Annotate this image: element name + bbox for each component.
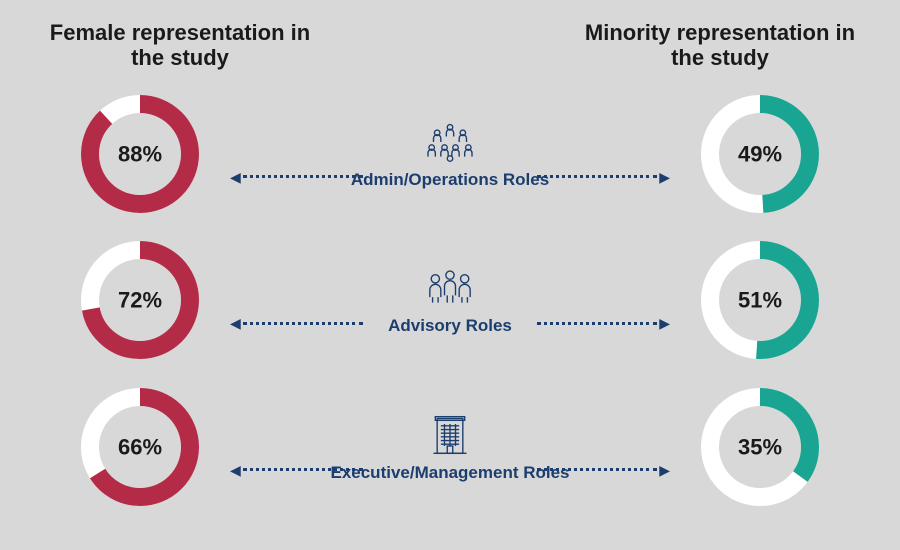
building-icon: [428, 413, 472, 457]
arrow-right-icon: ▶: [659, 170, 670, 184]
donut-value-label: 51%: [738, 288, 782, 313]
donut-value-label: 66%: [118, 434, 162, 459]
left-donut-wrap: 72%: [40, 240, 240, 360]
connector-left: ◀: [230, 463, 363, 477]
connector-right: ▶: [537, 463, 670, 477]
dotted-line: [537, 322, 657, 325]
dotted-line: [537, 175, 657, 178]
row-2: 66% ◀ Executive/Management Roles ▶: [40, 377, 860, 517]
donut-left: 72%: [80, 240, 200, 360]
role-label: Admin/Operations Roles: [351, 170, 549, 190]
arrow-left-icon: ◀: [230, 463, 241, 477]
right-donut-wrap: 51%: [660, 240, 860, 360]
connector-right: ▶: [537, 316, 670, 330]
connector-left: ◀: [230, 170, 363, 184]
infographic-container: Female representation in the study Minor…: [0, 0, 900, 550]
people-trio-icon: [422, 266, 478, 310]
right-header: Minority representation in the study: [580, 20, 860, 71]
arrow-left-icon: ◀: [230, 316, 241, 330]
center-col: ◀ Executive/Management Roles ▶: [240, 411, 660, 483]
donut-value-label: 72%: [118, 288, 162, 313]
role-label: Advisory Roles: [388, 316, 512, 336]
arrow-left-icon: ◀: [230, 170, 241, 184]
dotted-line: [243, 322, 363, 325]
row-1: 72% ◀ Advisory Roles ▶ 51%: [40, 230, 860, 370]
role-icon-box: [420, 264, 480, 312]
center-content: Advisory Roles: [388, 264, 512, 336]
center-content: Admin/Operations Roles: [351, 118, 549, 190]
donut-value-label: 88%: [118, 141, 162, 166]
donut-left: 66%: [80, 387, 200, 507]
connector-left: ◀: [230, 316, 363, 330]
role-label: Executive/Management Roles: [330, 463, 569, 483]
role-icon-box: [420, 118, 480, 166]
left-header: Female representation in the study: [40, 20, 320, 71]
row-0: 88% ◀ Admin/Operations Roles ▶: [40, 84, 860, 224]
center-col: ◀ Admin/Operations Roles ▶: [240, 118, 660, 190]
donut-value-label: 49%: [738, 141, 782, 166]
left-donut-wrap: 66%: [40, 387, 240, 507]
center-content: Executive/Management Roles: [330, 411, 569, 483]
donut-value-label: 35%: [738, 434, 782, 459]
rows-container: 88% ◀ Admin/Operations Roles ▶: [40, 81, 860, 520]
dotted-line: [537, 468, 657, 471]
arrow-right-icon: ▶: [659, 316, 670, 330]
donut-left: 88%: [80, 94, 200, 214]
donut-right: 51%: [700, 240, 820, 360]
header-row: Female representation in the study Minor…: [40, 20, 860, 71]
role-icon-box: [420, 411, 480, 459]
right-donut-wrap: 35%: [660, 387, 860, 507]
arrow-right-icon: ▶: [659, 463, 670, 477]
left-donut-wrap: 88%: [40, 94, 240, 214]
people-group-icon: [422, 120, 478, 164]
connector-right: ▶: [537, 170, 670, 184]
right-donut-wrap: 49%: [660, 94, 860, 214]
dotted-line: [243, 468, 363, 471]
center-col: ◀ Advisory Roles ▶: [240, 264, 660, 336]
donut-right: 35%: [700, 387, 820, 507]
dotted-line: [243, 175, 363, 178]
donut-right: 49%: [700, 94, 820, 214]
